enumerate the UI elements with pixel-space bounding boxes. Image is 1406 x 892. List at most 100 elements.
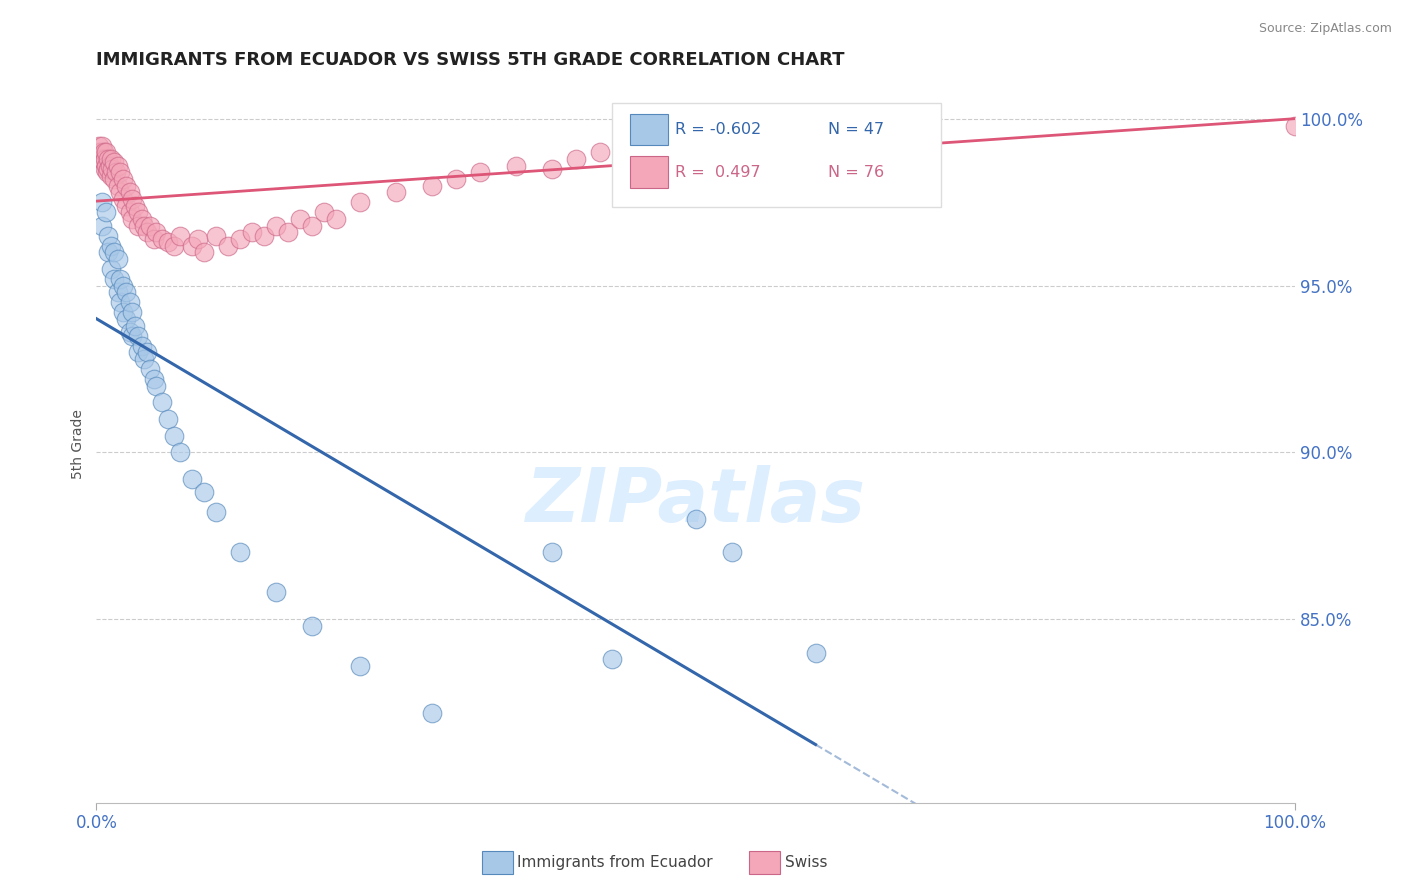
Point bbox=[744, 119, 766, 133]
Point bbox=[157, 412, 180, 426]
Point bbox=[115, 285, 138, 300]
Point bbox=[301, 619, 323, 633]
Point bbox=[277, 225, 299, 239]
Point bbox=[181, 472, 204, 486]
Point bbox=[661, 132, 683, 146]
Point bbox=[135, 345, 157, 359]
Point bbox=[600, 652, 623, 666]
Text: N = 76: N = 76 bbox=[828, 164, 883, 179]
Point bbox=[103, 272, 125, 286]
Text: N = 47: N = 47 bbox=[828, 122, 883, 137]
Point bbox=[121, 328, 143, 343]
Point bbox=[349, 195, 371, 210]
Point bbox=[87, 138, 110, 153]
Point bbox=[124, 318, 146, 333]
Point bbox=[187, 232, 209, 246]
Point bbox=[118, 326, 141, 340]
Point bbox=[169, 445, 191, 459]
Point bbox=[264, 219, 287, 233]
Point bbox=[240, 225, 263, 239]
Point bbox=[131, 339, 153, 353]
Point bbox=[107, 159, 129, 173]
Point bbox=[163, 238, 186, 252]
Point bbox=[205, 505, 228, 519]
Point bbox=[193, 485, 215, 500]
Point bbox=[157, 235, 180, 250]
Text: Immigrants from Ecuador: Immigrants from Ecuador bbox=[517, 855, 713, 870]
Point bbox=[217, 238, 239, 252]
Point bbox=[111, 305, 134, 319]
Point bbox=[804, 115, 827, 129]
Point bbox=[134, 219, 156, 233]
Point bbox=[118, 295, 141, 310]
Point bbox=[101, 161, 124, 176]
Point bbox=[94, 205, 117, 219]
Point bbox=[98, 159, 121, 173]
Point bbox=[94, 159, 117, 173]
Point bbox=[150, 395, 173, 409]
Point bbox=[135, 225, 157, 239]
Text: Swiss: Swiss bbox=[785, 855, 827, 870]
Point bbox=[97, 161, 120, 176]
Point bbox=[1284, 119, 1306, 133]
Point bbox=[104, 165, 127, 179]
Point bbox=[100, 152, 122, 166]
Point bbox=[301, 219, 323, 233]
Point bbox=[100, 238, 122, 252]
Point bbox=[103, 155, 125, 169]
Point bbox=[193, 245, 215, 260]
Point bbox=[468, 165, 491, 179]
Point bbox=[89, 145, 111, 160]
Point bbox=[103, 172, 125, 186]
Point bbox=[145, 378, 167, 392]
Point bbox=[131, 211, 153, 226]
Point bbox=[118, 205, 141, 219]
Point bbox=[349, 658, 371, 673]
Point bbox=[150, 232, 173, 246]
Point bbox=[565, 152, 588, 166]
Point bbox=[624, 138, 647, 153]
Point bbox=[325, 211, 347, 226]
Point bbox=[685, 125, 707, 139]
Point bbox=[115, 312, 138, 326]
Point bbox=[205, 228, 228, 243]
Point bbox=[110, 165, 132, 179]
Point bbox=[127, 345, 149, 359]
Point bbox=[685, 512, 707, 526]
Point bbox=[589, 145, 612, 160]
Point bbox=[115, 198, 138, 212]
Point bbox=[134, 351, 156, 366]
Point bbox=[91, 138, 114, 153]
Point bbox=[110, 272, 132, 286]
Point bbox=[115, 178, 138, 193]
Point bbox=[103, 245, 125, 260]
Point bbox=[385, 186, 408, 200]
Point bbox=[97, 245, 120, 260]
Point bbox=[111, 278, 134, 293]
Point bbox=[110, 295, 132, 310]
Point bbox=[91, 219, 114, 233]
Point bbox=[540, 545, 562, 559]
Point bbox=[139, 219, 162, 233]
Point bbox=[111, 172, 134, 186]
Point bbox=[107, 285, 129, 300]
Point bbox=[111, 192, 134, 206]
Point bbox=[121, 305, 143, 319]
Point bbox=[181, 238, 204, 252]
FancyBboxPatch shape bbox=[612, 103, 942, 208]
Point bbox=[804, 646, 827, 660]
Point bbox=[121, 211, 143, 226]
Point bbox=[127, 219, 149, 233]
Point bbox=[110, 186, 132, 200]
Point bbox=[444, 172, 467, 186]
Text: Source: ZipAtlas.com: Source: ZipAtlas.com bbox=[1258, 22, 1392, 36]
Point bbox=[420, 178, 443, 193]
Point bbox=[163, 428, 186, 442]
Point bbox=[142, 232, 165, 246]
Point bbox=[127, 328, 149, 343]
Point bbox=[540, 161, 562, 176]
Point bbox=[118, 186, 141, 200]
Point bbox=[94, 145, 117, 160]
Point bbox=[139, 362, 162, 376]
Text: ZIPatlas: ZIPatlas bbox=[526, 465, 866, 538]
